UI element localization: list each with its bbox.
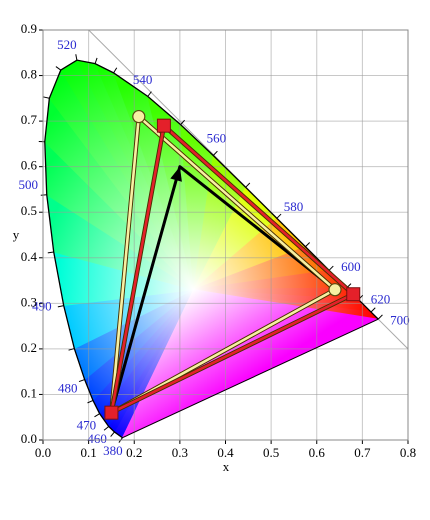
gamut-vertex	[133, 111, 145, 123]
wavelength-label: 560	[207, 131, 227, 146]
y-tick-label: 0.1	[21, 385, 37, 400]
y-tick-label: 0.2	[21, 340, 37, 355]
locus-tick	[329, 266, 333, 270]
locus-tick	[58, 306, 64, 307]
locus-tick	[277, 214, 281, 218]
locus-tick	[48, 252, 54, 253]
locus-tick	[371, 308, 375, 312]
y-tick-label: 0.5	[21, 203, 37, 218]
locus-tick	[79, 380, 85, 382]
wavelength-label: 480	[58, 381, 78, 396]
gamut-vertex	[347, 288, 360, 301]
y-tick-label: 0.0	[21, 431, 37, 446]
y-tick-label: 0.7	[21, 112, 38, 127]
locus-tick	[246, 183, 250, 187]
x-axis-label: x	[223, 459, 230, 474]
y-tick-label: 0.9	[21, 21, 37, 36]
gamut-vertex	[329, 284, 341, 296]
y-tick-label: 0.3	[21, 294, 37, 309]
locus-tick	[213, 151, 217, 155]
y-axis-label: y	[13, 227, 20, 242]
wavelength-label: 460	[87, 431, 107, 446]
gamut-vertex	[157, 119, 170, 132]
x-tick-label: 0.8	[400, 445, 416, 460]
locus-tick	[76, 54, 77, 60]
y-tick-label: 0.4	[21, 249, 38, 264]
x-tick-label: 0.0	[35, 445, 51, 460]
wavelength-label: 470	[77, 417, 97, 432]
x-tick-label: 0.7	[354, 445, 371, 460]
locus-tick	[378, 315, 382, 319]
locus-tick	[43, 97, 49, 98]
x-tick-label: 0.2	[126, 445, 142, 460]
x-tick-label: 0.4	[217, 445, 234, 460]
locus-tick	[114, 68, 117, 73]
locus-tick	[305, 243, 309, 247]
color-fill	[45, 60, 378, 438]
wavelength-label: 620	[371, 291, 391, 306]
x-tick-label: 0.3	[172, 445, 188, 460]
gamut-vertex	[105, 406, 118, 419]
locus-tick	[95, 58, 97, 64]
locus-tick	[94, 414, 99, 417]
y-tick-label: 0.6	[21, 158, 38, 173]
locus-tick	[111, 432, 115, 437]
wavelength-label: 700	[390, 313, 410, 328]
wavelength-label: 540	[133, 72, 153, 87]
locus-tick	[56, 67, 61, 71]
wavelength-label: 600	[341, 259, 361, 274]
wavelength-label: 580	[284, 199, 304, 214]
wavelength-label: 520	[57, 37, 77, 52]
locus-tick	[104, 426, 109, 430]
x-tick-label: 0.6	[309, 445, 326, 460]
wavelength-label: 500	[19, 177, 39, 192]
x-tick-label: 0.5	[263, 445, 279, 460]
x-tick-label: 0.1	[81, 445, 97, 460]
locus-tick	[148, 92, 152, 97]
y-tick-label: 0.8	[21, 67, 37, 82]
